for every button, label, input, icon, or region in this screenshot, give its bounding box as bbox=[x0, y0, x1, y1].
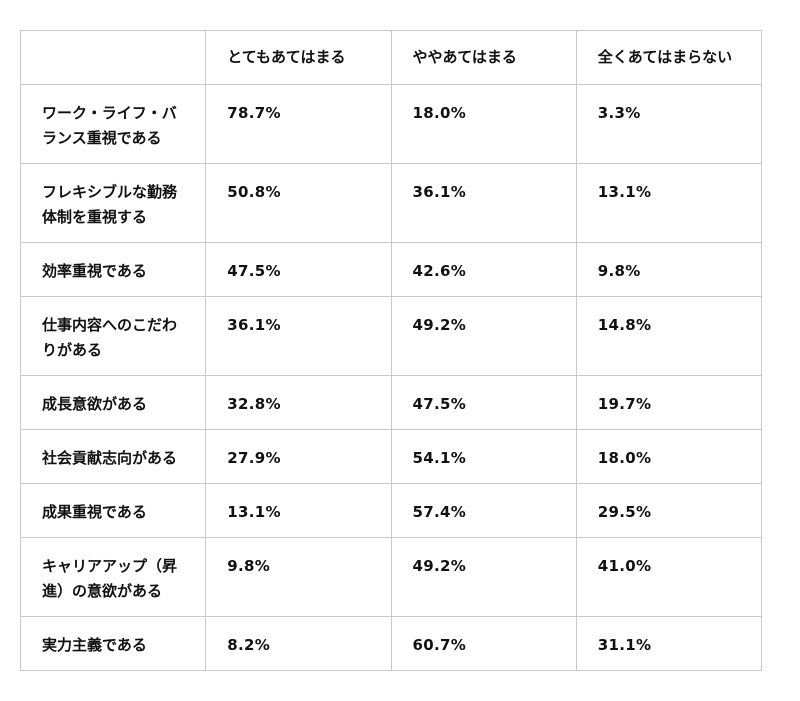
header-strongly-agree: とてもあてはまる bbox=[205, 30, 392, 85]
row-label: キャリアアップ（昇進）の意欲がある bbox=[19, 537, 207, 617]
value-cell: 47.5% bbox=[205, 242, 392, 297]
table-row: 成果重視である 13.1% 57.4% 29.5% bbox=[19, 483, 763, 538]
value-cell: 13.1% bbox=[205, 483, 392, 538]
value-cell: 18.0% bbox=[390, 84, 577, 164]
value-cell: 19.7% bbox=[575, 375, 763, 430]
value-cell: 49.2% bbox=[390, 296, 577, 376]
survey-table: とてもあてはまる ややあてはまる 全くあてはまらない ワーク・ライフ・バランス重… bbox=[19, 30, 763, 671]
header-not-at-all: 全くあてはまらない bbox=[575, 30, 763, 85]
value-cell: 18.0% bbox=[575, 429, 763, 484]
value-cell: 78.7% bbox=[205, 84, 392, 164]
value-cell: 9.8% bbox=[205, 537, 392, 617]
row-label: フレキシブルな勤務体制を重視する bbox=[19, 163, 207, 243]
value-cell: 60.7% bbox=[390, 616, 577, 671]
value-cell: 50.8% bbox=[205, 163, 392, 243]
value-cell: 3.3% bbox=[575, 84, 763, 164]
row-label: 実力主義である bbox=[19, 616, 207, 671]
value-cell: 27.9% bbox=[205, 429, 392, 484]
table-row: 成長意欲がある 32.8% 47.5% 19.7% bbox=[19, 375, 763, 430]
table-row: 実力主義である 8.2% 60.7% 31.1% bbox=[19, 616, 763, 671]
row-label: ワーク・ライフ・バランス重視である bbox=[19, 84, 207, 164]
value-cell: 13.1% bbox=[575, 163, 763, 243]
value-cell: 41.0% bbox=[575, 537, 763, 617]
value-cell: 54.1% bbox=[390, 429, 577, 484]
value-cell: 29.5% bbox=[575, 483, 763, 538]
value-cell: 49.2% bbox=[390, 537, 577, 617]
row-label: 効率重視である bbox=[19, 242, 207, 297]
value-cell: 14.8% bbox=[575, 296, 763, 376]
header-empty bbox=[19, 30, 207, 85]
row-label: 成果重視である bbox=[19, 483, 207, 538]
table-row: 社会貢献志向がある 27.9% 54.1% 18.0% bbox=[19, 429, 763, 484]
value-cell: 47.5% bbox=[390, 375, 577, 430]
value-cell: 36.1% bbox=[205, 296, 392, 376]
value-cell: 9.8% bbox=[575, 242, 763, 297]
value-cell: 57.4% bbox=[390, 483, 577, 538]
value-cell: 32.8% bbox=[205, 375, 392, 430]
table-row: キャリアアップ（昇進）の意欲がある 9.8% 49.2% 41.0% bbox=[19, 537, 763, 617]
table-row: 仕事内容へのこだわりがある 36.1% 49.2% 14.8% bbox=[19, 296, 763, 376]
value-cell: 36.1% bbox=[390, 163, 577, 243]
row-label: 成長意欲がある bbox=[19, 375, 207, 430]
header-somewhat-agree: ややあてはまる bbox=[390, 30, 577, 85]
table-row: フレキシブルな勤務体制を重視する 50.8% 36.1% 13.1% bbox=[19, 163, 763, 243]
value-cell: 8.2% bbox=[205, 616, 392, 671]
table-row: 効率重視である 47.5% 42.6% 9.8% bbox=[19, 242, 763, 297]
row-label: 社会貢献志向がある bbox=[19, 429, 207, 484]
table-row: ワーク・ライフ・バランス重視である 78.7% 18.0% 3.3% bbox=[19, 84, 763, 164]
value-cell: 42.6% bbox=[390, 242, 577, 297]
value-cell: 31.1% bbox=[575, 616, 763, 671]
row-label: 仕事内容へのこだわりがある bbox=[19, 296, 207, 376]
header-row: とてもあてはまる ややあてはまる 全くあてはまらない bbox=[19, 30, 763, 85]
